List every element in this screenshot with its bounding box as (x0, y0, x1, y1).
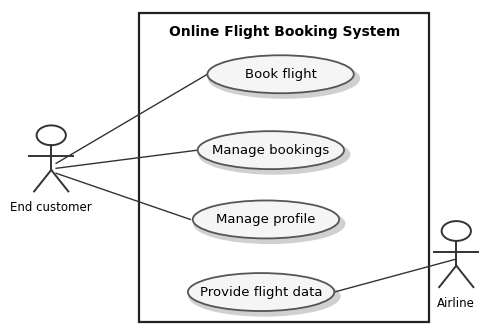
Text: Book flight: Book flight (244, 68, 317, 81)
Text: Manage profile: Manage profile (216, 213, 316, 226)
Ellipse shape (198, 134, 350, 175)
Ellipse shape (198, 131, 344, 169)
Ellipse shape (193, 200, 339, 238)
Ellipse shape (193, 203, 346, 244)
Text: Online Flight Booking System: Online Flight Booking System (169, 25, 400, 39)
Text: Airline: Airline (437, 297, 475, 310)
Ellipse shape (188, 276, 341, 317)
Bar (139, 13, 429, 322)
Ellipse shape (208, 58, 360, 99)
Text: End customer: End customer (10, 201, 92, 214)
Text: Manage bookings: Manage bookings (212, 144, 329, 157)
Ellipse shape (207, 55, 354, 93)
Ellipse shape (188, 273, 334, 311)
Text: Provide flight data: Provide flight data (200, 285, 323, 299)
